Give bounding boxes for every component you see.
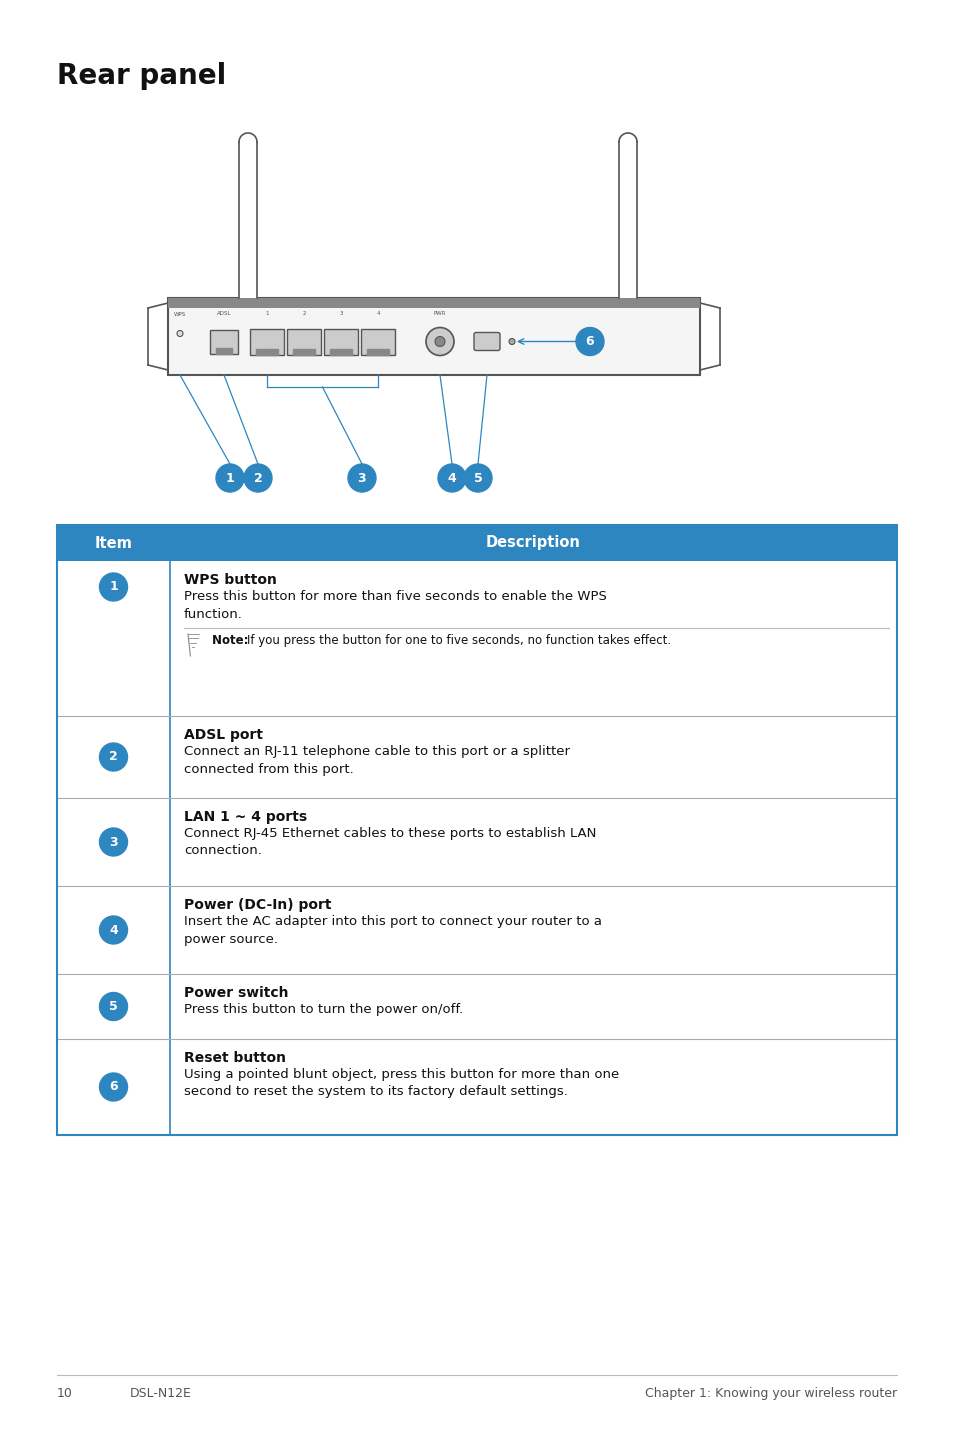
Text: Power switch: Power switch xyxy=(184,986,288,999)
Text: 1: 1 xyxy=(109,581,118,594)
Text: 2: 2 xyxy=(109,751,118,764)
Bar xyxy=(250,328,284,355)
Text: Connect an RJ-11 telephone cable to this port or a splitter
connected from this : Connect an RJ-11 telephone cable to this… xyxy=(184,745,569,775)
Text: Reset button: Reset button xyxy=(184,1051,286,1066)
Circle shape xyxy=(99,916,128,943)
Circle shape xyxy=(348,464,375,492)
Text: Using a pointed blunt object, press this button for more than one
second to rese: Using a pointed blunt object, press this… xyxy=(184,1068,618,1099)
Text: ADSL port: ADSL port xyxy=(184,728,263,742)
Polygon shape xyxy=(700,303,720,370)
Bar xyxy=(168,298,700,308)
Circle shape xyxy=(576,328,603,355)
Text: Rear panel: Rear panel xyxy=(57,62,226,91)
Text: If you press the button for one to five seconds, no function takes effect.: If you press the button for one to five … xyxy=(247,634,670,647)
Text: Note:: Note: xyxy=(212,634,253,647)
Text: 2: 2 xyxy=(302,311,305,316)
Circle shape xyxy=(426,328,454,355)
Text: LAN 1 ~ 4 ports: LAN 1 ~ 4 ports xyxy=(184,810,307,824)
FancyBboxPatch shape xyxy=(618,132,637,298)
Text: Connect RJ-45 Ethernet cables to these ports to establish LAN
connection.: Connect RJ-45 Ethernet cables to these p… xyxy=(184,827,596,857)
Text: Press this button to turn the power on/off.: Press this button to turn the power on/o… xyxy=(184,1002,463,1017)
Circle shape xyxy=(99,1073,128,1102)
Text: Power (DC-In) port: Power (DC-In) port xyxy=(184,897,331,912)
Text: 3: 3 xyxy=(357,472,366,485)
Bar xyxy=(360,328,395,355)
Text: 5: 5 xyxy=(473,472,482,485)
Circle shape xyxy=(435,336,444,347)
Polygon shape xyxy=(367,348,389,355)
Text: 2: 2 xyxy=(253,472,262,485)
FancyBboxPatch shape xyxy=(168,298,700,375)
Text: ADSL: ADSL xyxy=(216,311,231,316)
Text: Insert the AC adapter into this port to connect your router to a
power source.: Insert the AC adapter into this port to … xyxy=(184,915,601,946)
Text: 4: 4 xyxy=(109,923,118,936)
Text: DSL-N12E: DSL-N12E xyxy=(130,1388,192,1401)
Polygon shape xyxy=(255,348,277,355)
Text: 3: 3 xyxy=(109,835,117,848)
Bar xyxy=(57,525,896,561)
Circle shape xyxy=(244,464,272,492)
FancyBboxPatch shape xyxy=(239,132,256,298)
Circle shape xyxy=(509,338,515,345)
Bar xyxy=(324,328,357,355)
Polygon shape xyxy=(215,348,232,354)
Bar xyxy=(210,329,237,354)
Text: 10: 10 xyxy=(57,1388,72,1401)
Text: 4: 4 xyxy=(375,311,379,316)
FancyBboxPatch shape xyxy=(474,332,499,351)
Text: 5: 5 xyxy=(109,999,118,1012)
Bar xyxy=(287,328,320,355)
Text: WPS button: WPS button xyxy=(184,572,276,587)
Circle shape xyxy=(437,464,465,492)
Circle shape xyxy=(99,992,128,1021)
Text: 3: 3 xyxy=(339,311,342,316)
Bar xyxy=(57,525,896,1135)
Circle shape xyxy=(463,464,492,492)
Circle shape xyxy=(99,828,128,856)
Text: 1: 1 xyxy=(265,311,269,316)
Text: 4: 4 xyxy=(447,472,456,485)
Circle shape xyxy=(99,743,128,771)
Polygon shape xyxy=(148,303,168,370)
Text: Press this button for more than five seconds to enable the WPS
function.: Press this button for more than five sec… xyxy=(184,590,606,621)
Text: 6: 6 xyxy=(585,335,594,348)
Text: Item: Item xyxy=(94,535,132,551)
Polygon shape xyxy=(330,348,352,355)
Text: 1: 1 xyxy=(226,472,234,485)
Text: 6: 6 xyxy=(109,1080,117,1093)
Text: WPS: WPS xyxy=(173,312,186,316)
Text: Chapter 1: Knowing your wireless router: Chapter 1: Knowing your wireless router xyxy=(644,1388,896,1401)
Circle shape xyxy=(99,572,128,601)
Text: PWR: PWR xyxy=(434,311,446,316)
Polygon shape xyxy=(293,348,314,355)
Circle shape xyxy=(215,464,244,492)
Circle shape xyxy=(177,331,183,336)
Text: Description: Description xyxy=(485,535,580,551)
